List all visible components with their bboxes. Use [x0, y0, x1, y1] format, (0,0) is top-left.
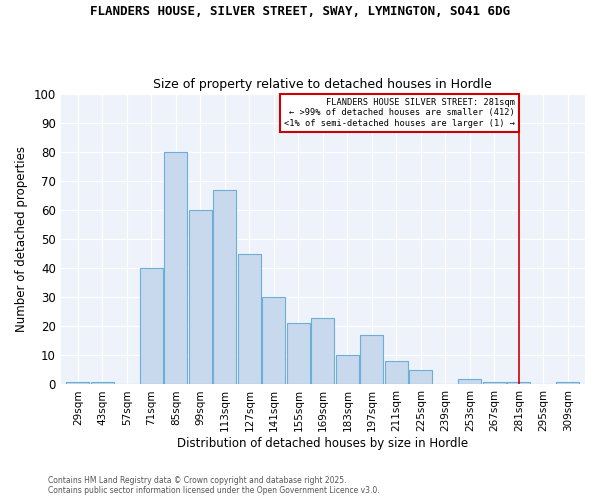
Text: FLANDERS HOUSE SILVER STREET: 281sqm
← >99% of detached houses are smaller (412): FLANDERS HOUSE SILVER STREET: 281sqm ← >…: [284, 98, 515, 128]
Bar: [385, 361, 408, 384]
X-axis label: Distribution of detached houses by size in Hordle: Distribution of detached houses by size …: [177, 437, 469, 450]
Bar: [213, 190, 236, 384]
Text: FLANDERS HOUSE, SILVER STREET, SWAY, LYMINGTON, SO41 6DG: FLANDERS HOUSE, SILVER STREET, SWAY, LYM…: [90, 5, 510, 18]
Bar: [458, 378, 481, 384]
Bar: [360, 335, 383, 384]
Bar: [556, 382, 580, 384]
Bar: [507, 382, 530, 384]
Text: Contains HM Land Registry data © Crown copyright and database right 2025.
Contai: Contains HM Land Registry data © Crown c…: [48, 476, 380, 495]
Bar: [188, 210, 212, 384]
Title: Size of property relative to detached houses in Hordle: Size of property relative to detached ho…: [154, 78, 492, 91]
Bar: [262, 297, 286, 384]
Bar: [311, 318, 334, 384]
Bar: [409, 370, 433, 384]
Bar: [335, 356, 359, 384]
Bar: [66, 382, 89, 384]
Y-axis label: Number of detached properties: Number of detached properties: [15, 146, 28, 332]
Bar: [287, 324, 310, 384]
Bar: [91, 382, 114, 384]
Bar: [164, 152, 187, 384]
Bar: [140, 268, 163, 384]
Bar: [483, 382, 506, 384]
Bar: [238, 254, 261, 384]
